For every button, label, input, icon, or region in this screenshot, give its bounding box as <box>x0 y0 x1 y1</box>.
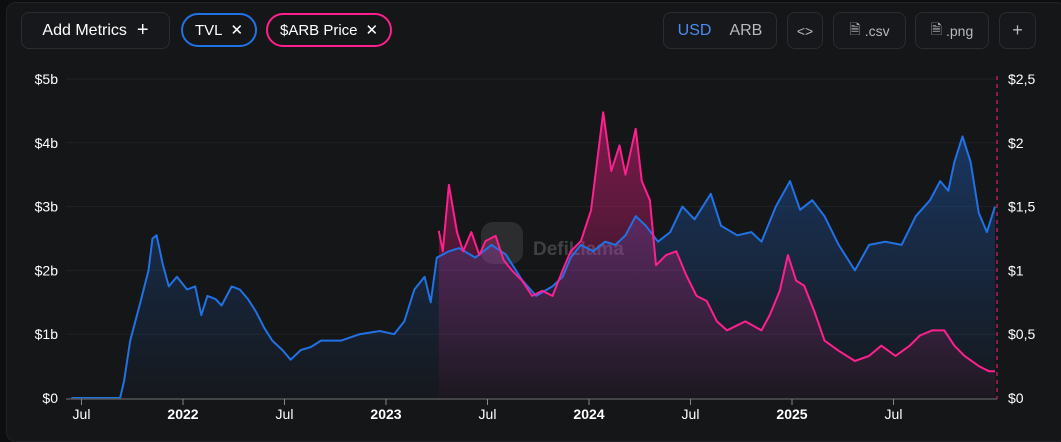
file-download-icon: 🗎 <box>849 20 861 37</box>
plus-icon: + <box>1012 20 1023 40</box>
x-tick-label: 2025 <box>776 406 807 422</box>
y-left-tick-label: $1b <box>35 326 59 342</box>
metric-label: TVL <box>195 21 223 39</box>
plus-icon: + <box>136 19 149 41</box>
x-tick-label: Jul <box>682 406 700 422</box>
csv-label: .csv <box>864 22 890 39</box>
currency-usd[interactable]: USD <box>677 21 712 39</box>
y-left-tick-label: $2b <box>35 262 59 278</box>
y-right-tick-label: $0 <box>1008 390 1024 406</box>
tvl-line <box>71 135 996 399</box>
code-icon: <> <box>796 22 814 39</box>
file-download-icon: 🗎 <box>930 20 942 37</box>
close-icon[interactable]: ✕ <box>365 22 379 39</box>
png-label: .png <box>946 22 974 39</box>
x-tick-label: Jul <box>276 406 294 422</box>
y-left-tick-label: $3b <box>35 199 59 215</box>
x-tick-label: Jul <box>885 406 903 422</box>
arb-price-area <box>438 112 995 398</box>
download-csv-button[interactable]: 🗎 .csv <box>833 12 906 49</box>
y-left-tick-label: $5b <box>35 71 59 87</box>
y-left-tick-label: $0 <box>42 390 58 406</box>
add-metrics-label: Add Metrics <box>42 21 127 39</box>
more-button[interactable]: + <box>999 12 1036 49</box>
metric-pill-tvl[interactable]: TVL ✕ <box>181 13 258 47</box>
embed-button[interactable]: <> <box>787 12 823 49</box>
currency-arb[interactable]: ARB <box>729 21 763 39</box>
y-right-tick-label: $2 <box>1008 135 1024 151</box>
y-right-tick-label: $0,5 <box>1008 326 1035 342</box>
y-right-tick-label: $1 <box>1008 262 1024 278</box>
x-tick-label: Jul <box>73 406 91 422</box>
x-tick-label: 2023 <box>370 406 401 422</box>
x-tick-label: 2022 <box>167 406 198 422</box>
arb-price-line <box>437 111 995 373</box>
close-icon[interactable]: ✕ <box>230 22 244 39</box>
y-left-tick-label: $4b <box>35 135 59 151</box>
y-right-tick-label: $2,5 <box>1008 71 1035 87</box>
x-tick-label: Jul <box>479 406 497 422</box>
add-metrics-button[interactable]: Add Metrics + <box>21 12 170 49</box>
currency-toggle: USD ARB <box>663 12 777 49</box>
x-tick-label: 2024 <box>573 406 604 422</box>
y-right-tick-label: $1,5 <box>1008 199 1035 215</box>
metric-pill-arb-price[interactable]: $ARB Price ✕ <box>266 13 393 47</box>
download-png-button[interactable]: 🗎 .png <box>915 12 989 49</box>
metric-label: $ARB Price <box>280 21 358 39</box>
